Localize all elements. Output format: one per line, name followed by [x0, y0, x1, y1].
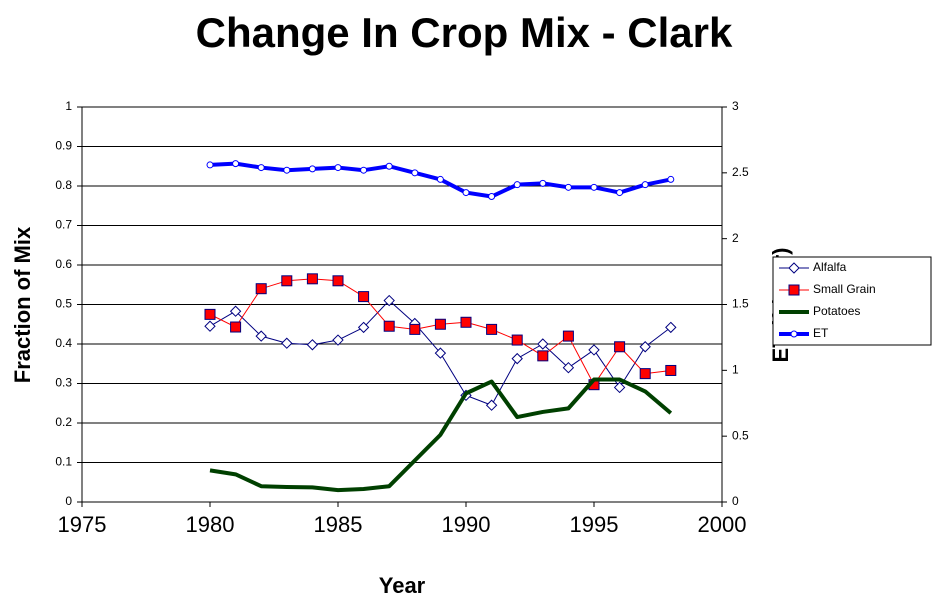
marker: [281, 275, 293, 287]
marker: [308, 165, 316, 173]
marker: [513, 181, 521, 189]
marker: [411, 169, 419, 177]
legend-label: Potatoes: [813, 304, 860, 318]
y-tick-label: 0.5: [55, 297, 72, 311]
legend-marker: [790, 330, 798, 338]
marker: [539, 179, 547, 187]
legend-label: Alfalfa: [813, 260, 847, 274]
marker: [357, 321, 370, 334]
marker: [229, 305, 242, 317]
marker: [537, 350, 549, 362]
legend-marker: [788, 284, 800, 296]
marker: [332, 334, 344, 346]
y2-tick-label: 1.5: [732, 297, 749, 311]
marker: [255, 283, 267, 295]
marker: [383, 294, 395, 307]
marker: [204, 320, 216, 332]
legend-label: Small Grain: [813, 282, 876, 296]
marker: [358, 291, 370, 303]
x-tick-label: 1985: [314, 512, 363, 537]
marker: [511, 334, 523, 346]
marker: [334, 164, 342, 172]
marker: [434, 318, 446, 330]
y-axis-label: Fraction of Mix: [10, 226, 35, 383]
marker: [564, 183, 572, 191]
legend-marker: [788, 262, 800, 274]
y-tick-label: 0.7: [55, 218, 72, 232]
marker: [665, 321, 677, 334]
marker: [281, 337, 293, 349]
marker: [409, 323, 421, 335]
marker: [511, 352, 523, 365]
marker: [462, 189, 470, 197]
x-tick-label: 1990: [442, 512, 491, 537]
chart-title: Change In Crop Mix - Clark: [196, 9, 733, 56]
marker: [639, 368, 651, 380]
legend-box: [772, 256, 932, 346]
marker: [639, 341, 651, 353]
marker: [436, 175, 444, 183]
y2-tick-label: 3: [732, 99, 739, 113]
series-line: [209, 278, 671, 386]
y2-tick-label: 0.5: [732, 428, 749, 442]
y-tick-label: 1: [65, 99, 72, 113]
marker: [588, 344, 600, 356]
y-tick-label: 0.2: [55, 415, 72, 429]
marker: [385, 162, 393, 170]
marker: [257, 164, 265, 172]
legend-label: ET: [813, 326, 829, 340]
marker: [204, 308, 216, 320]
marker: [283, 166, 291, 174]
x-tick-label: 1995: [570, 512, 619, 537]
marker: [332, 275, 344, 287]
marker: [667, 175, 675, 183]
marker: [360, 166, 368, 174]
marker: [613, 381, 626, 394]
marker: [383, 320, 395, 332]
marker: [641, 181, 649, 189]
marker: [590, 183, 598, 191]
y-tick-label: 0.4: [55, 336, 72, 350]
marker: [485, 399, 498, 411]
y2-tick-label: 2: [732, 231, 739, 245]
marker: [230, 321, 242, 333]
marker: [486, 323, 498, 335]
y-tick-label: 0.8: [55, 178, 72, 192]
marker: [562, 330, 574, 342]
marker: [206, 161, 214, 169]
y-tick-label: 0.1: [55, 455, 72, 469]
x-tick-label: 1975: [58, 512, 107, 537]
marker: [460, 316, 472, 328]
marker: [537, 338, 549, 350]
y-tick-label: 0.6: [55, 257, 72, 271]
marker: [665, 364, 677, 376]
y2-tick-label: 2.5: [732, 165, 749, 179]
y-tick-label: 0.9: [55, 139, 72, 153]
series-line: [209, 377, 673, 493]
y-tick-label: 0.3: [55, 376, 72, 390]
marker: [232, 160, 240, 168]
x-tick-label: 1980: [186, 512, 235, 537]
marker: [306, 273, 318, 285]
x-axis-label: Year: [379, 573, 426, 598]
marker: [434, 347, 447, 359]
marker: [562, 361, 575, 374]
marker: [306, 339, 319, 351]
x-tick-label: 2000: [698, 512, 747, 537]
y2-tick-label: 0: [732, 494, 739, 508]
y-tick-label: 0: [65, 494, 72, 508]
marker: [488, 193, 496, 201]
marker: [616, 189, 624, 197]
marker: [255, 330, 267, 342]
marker: [614, 341, 626, 353]
y2-tick-label: 1: [732, 363, 739, 377]
